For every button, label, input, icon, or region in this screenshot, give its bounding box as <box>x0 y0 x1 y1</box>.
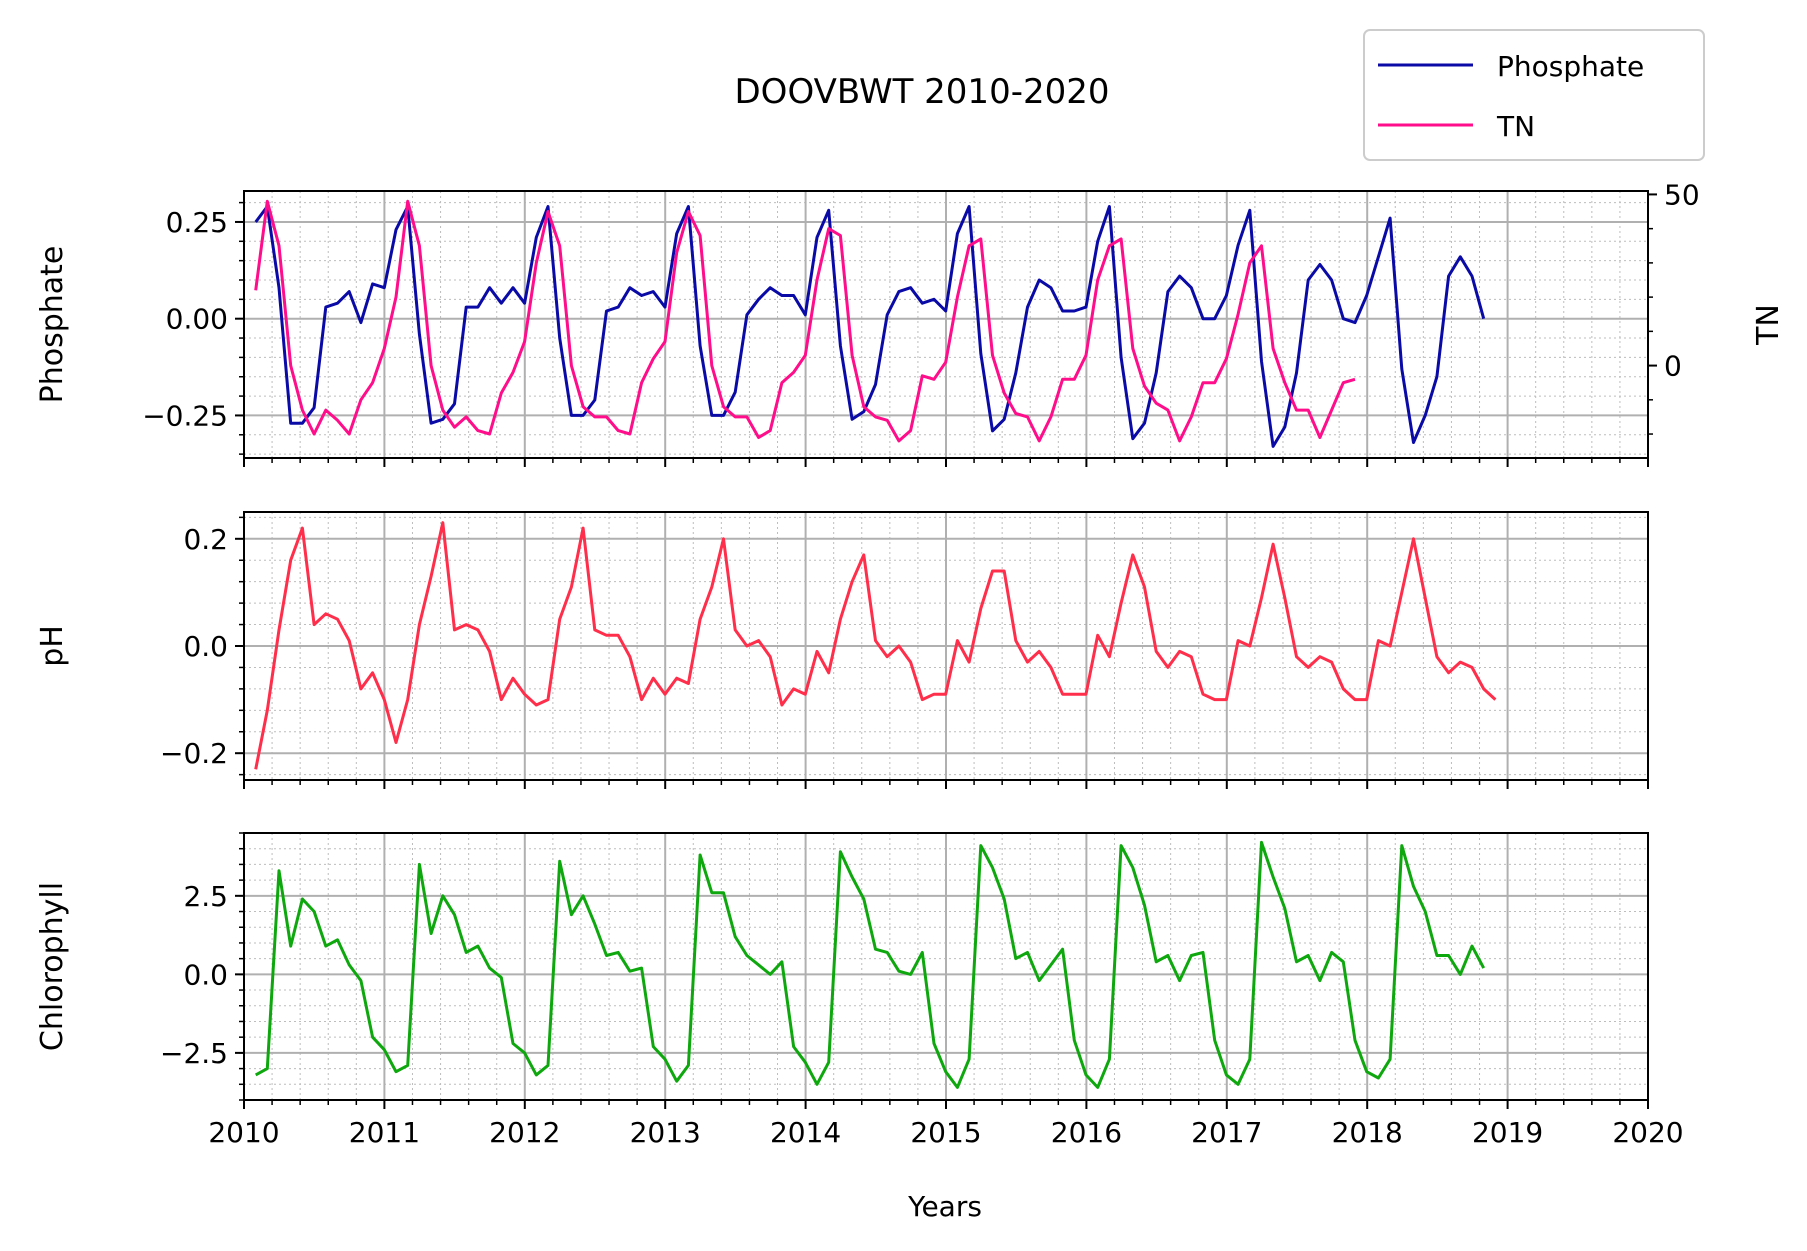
legend-label-tn: TN <box>1496 110 1535 143</box>
x-tick-label: 2012 <box>489 1116 560 1149</box>
right-y-axis-label: TN <box>1751 304 1786 346</box>
y-tick-label: 0.25 <box>166 206 228 239</box>
panel-2: −2.5 0.0 2.5 Chlorophyll <box>35 832 1649 1109</box>
major-grid <box>243 512 1649 780</box>
y-ticks: −2.5 0.0 2.5 <box>160 832 244 1101</box>
x-tick-label: 2010 <box>208 1116 279 1149</box>
y-tick-label: −2.5 <box>160 1037 228 1070</box>
x-tick-label: 2019 <box>1472 1116 1543 1149</box>
y-ticks: −0.2 0.0 0.2 <box>160 516 244 776</box>
y-tick-label: 0.00 <box>166 303 228 336</box>
major-grid <box>243 833 1649 1100</box>
y-tick-label: 2.5 <box>183 880 228 913</box>
chart-title: DOOVBWT 2010-2020 <box>735 72 1110 112</box>
plot-frame <box>243 511 1649 781</box>
y-tick-label: −0.2 <box>160 737 228 770</box>
series-line-phosphate <box>254 205 1486 448</box>
y-tick-label: −0.25 <box>142 399 228 432</box>
y-axis-label: Phosphate <box>35 246 70 404</box>
series-line-chlorophyll <box>254 840 1486 1089</box>
plot-frame <box>243 832 1649 1101</box>
x-axis-label: Years <box>907 1190 982 1223</box>
x-tick-label: 2011 <box>349 1116 420 1149</box>
y-tick-label: 0.0 <box>183 958 228 991</box>
x-axis: 2010 2011 2012 2013 2014 2015 2016 2017 2018 2019… <box>208 1116 1683 1223</box>
x-tick-label: 2013 <box>630 1116 701 1149</box>
legend: Phosphate TN <box>1363 29 1705 161</box>
panel-1: −0.2 0.0 0.2 pH <box>35 511 1649 789</box>
y-axis-label: pH <box>35 625 70 667</box>
panel-0: −0.25 0.00 0.25 Phosphate 0 50 TN <box>35 178 1786 467</box>
y-tick-label: 0.2 <box>183 523 228 556</box>
series-line-tn <box>254 199 1356 443</box>
right-y-tick-label: 50 <box>1664 178 1700 211</box>
series-line-ph <box>254 521 1497 770</box>
y-ticks: −0.25 0.00 0.25 <box>142 201 244 455</box>
legend-label-phosphate: Phosphate <box>1497 50 1644 83</box>
x-tick-label: 2015 <box>910 1116 981 1149</box>
x-tick-label: 2020 <box>1612 1116 1683 1149</box>
x-tick-label: 2014 <box>770 1116 841 1149</box>
y-axis-label: Chlorophyll <box>35 882 70 1051</box>
x-tick-label: 2016 <box>1051 1116 1122 1149</box>
right-y-tick-label: 0 <box>1664 350 1682 383</box>
plot-frame <box>243 190 1649 459</box>
major-grid <box>243 191 1649 458</box>
right-y-ticks: 0 50 <box>1648 178 1700 435</box>
legend-box <box>1363 29 1705 161</box>
x-tick-label: 2018 <box>1332 1116 1403 1149</box>
x-tick-labels: 2010 2011 2012 2013 2014 2015 2016 2017 2018 2019… <box>208 1116 1683 1149</box>
y-tick-label: 0.0 <box>183 630 228 663</box>
x-tick-label: 2017 <box>1191 1116 1262 1149</box>
